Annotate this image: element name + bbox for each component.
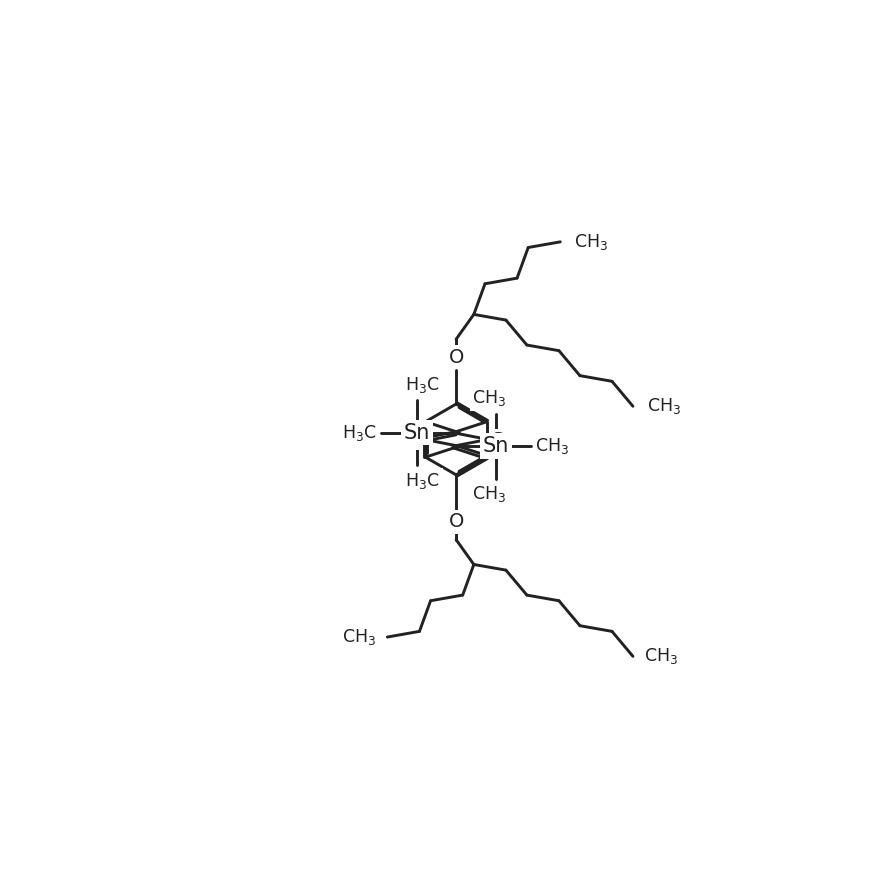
Text: H$_3$C: H$_3$C [406, 375, 441, 394]
Text: S: S [491, 432, 504, 450]
Text: O: O [449, 347, 464, 367]
Text: H$_3$C: H$_3$C [343, 423, 377, 442]
Text: S: S [409, 428, 421, 448]
Text: O: O [449, 513, 464, 531]
Text: CH$_3$: CH$_3$ [473, 484, 506, 504]
Text: Sn: Sn [403, 423, 430, 442]
Text: CH$_3$: CH$_3$ [574, 232, 608, 252]
Text: CH$_3$: CH$_3$ [535, 436, 570, 457]
Text: CH$_3$: CH$_3$ [644, 646, 678, 667]
Text: CH$_3$: CH$_3$ [647, 396, 681, 417]
Text: CH$_3$: CH$_3$ [342, 627, 376, 647]
Text: CH$_3$: CH$_3$ [473, 388, 506, 409]
Text: Sn: Sn [482, 436, 509, 457]
Text: H$_3$C: H$_3$C [406, 471, 441, 490]
